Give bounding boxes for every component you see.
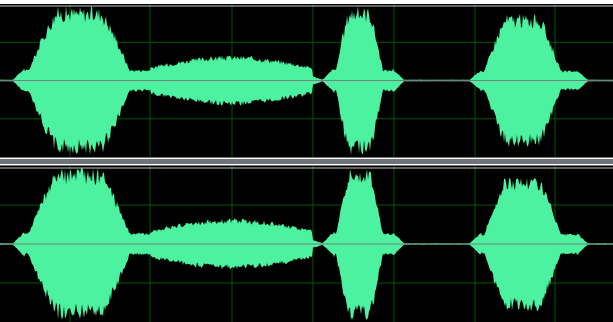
splitter-highlight-top — [0, 158, 613, 159]
right-channel-canvas[interactable] — [0, 166, 613, 322]
right-channel-waveform[interactable] — [0, 166, 613, 322]
left-channel-waveform[interactable] — [0, 4, 613, 157]
splitter-highlight-bottom — [0, 164, 613, 165]
channel-splitter[interactable] — [0, 157, 613, 166]
left-channel-canvas[interactable] — [0, 4, 613, 157]
